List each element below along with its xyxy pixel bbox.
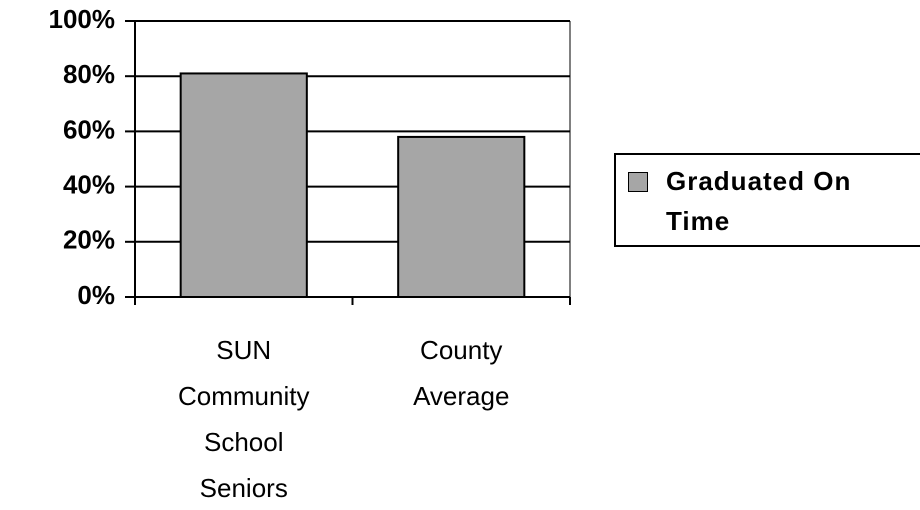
legend: Graduated On Time xyxy=(614,153,920,247)
y-tick-label: 0% xyxy=(77,280,115,310)
x-tick-label: SUN Community School Seniors xyxy=(178,335,310,503)
y-tick-label: 40% xyxy=(63,169,115,199)
bar xyxy=(179,72,308,298)
legend-swatch xyxy=(628,172,648,192)
legend-label: Graduated On Time xyxy=(666,166,852,236)
y-tick-label: 100% xyxy=(49,4,116,34)
bar xyxy=(397,135,526,298)
y-tick-label: 20% xyxy=(63,225,115,255)
x-tick-label: County Average xyxy=(413,335,510,411)
y-tick-label: 80% xyxy=(63,59,115,89)
y-tick-label: 60% xyxy=(63,114,115,144)
